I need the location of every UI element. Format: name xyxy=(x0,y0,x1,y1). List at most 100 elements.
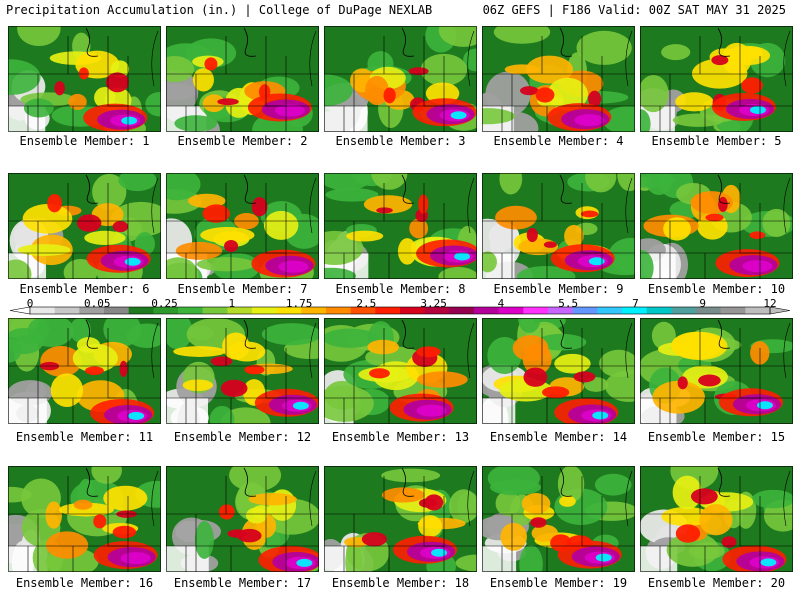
model-valid-time: 06Z GEFS | F186 Valid: 00Z SAT MAY 31 20… xyxy=(482,3,786,17)
colorbar-tick-label: 1.75 xyxy=(285,297,313,310)
colorbar-segment xyxy=(745,307,771,314)
precip-map xyxy=(324,318,477,424)
colorbar-segment xyxy=(449,307,475,314)
colorbar-segment xyxy=(498,307,524,314)
colorbar-segment xyxy=(696,307,721,314)
colorbar-segment xyxy=(424,307,450,314)
colorbar-segment xyxy=(474,307,499,314)
ensemble-panel-1 xyxy=(8,26,161,132)
precip-map xyxy=(482,173,635,279)
precip-map xyxy=(8,26,161,132)
ensemble-member-label: Ensemble Member: 1 xyxy=(19,134,150,148)
ensemble-panel-13 xyxy=(324,318,477,424)
ensemble-member-label: Ensemble Member: 18 xyxy=(331,576,470,590)
precip-map xyxy=(324,173,477,279)
ensemble-panel-12 xyxy=(166,318,319,424)
ensemble-member-label: Ensemble Member: 12 xyxy=(173,430,312,444)
ensemble-panel-11 xyxy=(8,318,161,424)
ensemble-member-label: Ensemble Member: 3 xyxy=(335,134,466,148)
ensemble-member-label: Ensemble Member: 11 xyxy=(15,430,154,444)
colorbar-segment xyxy=(400,307,425,314)
precip-map xyxy=(640,26,793,132)
colorbar-strip xyxy=(9,306,791,315)
colorbar-segment xyxy=(350,307,376,314)
colorbar-segment xyxy=(178,307,203,314)
precip-map xyxy=(482,318,635,424)
ensemble-panel-8 xyxy=(324,173,477,279)
ensemble-panel-17 xyxy=(166,466,319,572)
ensemble-panel-9 xyxy=(482,173,635,279)
precip-map xyxy=(482,26,635,132)
colorbar-tick-label: 4 xyxy=(497,297,505,310)
ensemble-member-label: Ensemble Member: 17 xyxy=(173,576,312,590)
precip-map xyxy=(640,173,793,279)
colorbar-segment xyxy=(375,307,401,314)
ensemble-member-label: Ensemble Member: 7 xyxy=(177,282,308,296)
colorbar-segment xyxy=(720,307,746,314)
precip-map xyxy=(640,466,793,572)
ensemble-panel-18 xyxy=(324,466,477,572)
ensemble-member-label: Ensemble Member: 8 xyxy=(335,282,466,296)
colorbar-segment xyxy=(54,307,80,314)
precip-map xyxy=(324,466,477,572)
colorbar-segment xyxy=(646,307,672,314)
ensemble-panel-16 xyxy=(8,466,161,572)
ensemble-panel-5 xyxy=(640,26,793,132)
ensemble-member-label: Ensemble Member: 5 xyxy=(651,134,782,148)
colorbar-tick-label: 5.5 xyxy=(558,297,579,310)
ensemble-panel-20 xyxy=(640,466,793,572)
colorbar-segment xyxy=(79,307,105,314)
ensemble-panel-2 xyxy=(166,26,319,132)
ensemble-member-label: Ensemble Member: 15 xyxy=(647,430,786,444)
ensemble-member-label: Ensemble Member: 16 xyxy=(15,576,154,590)
ensemble-panel-4 xyxy=(482,26,635,132)
colorbar-segment xyxy=(301,307,327,314)
precip-map xyxy=(8,466,161,572)
colorbar-segment xyxy=(326,307,351,314)
colorbar-segment xyxy=(252,307,277,314)
colorbar-tick-label: 0 xyxy=(26,297,34,310)
ensemble-member-label: Ensemble Member: 10 xyxy=(647,282,786,296)
ensemble-member-label: Ensemble Member: 9 xyxy=(493,282,624,296)
colorbar-tick-label: 12 xyxy=(763,297,777,310)
ensemble-panel-19 xyxy=(482,466,635,572)
colorbar-tick-label: 1 xyxy=(228,297,236,310)
colorbar-tick-label: 7 xyxy=(632,297,639,310)
colorbar-segment xyxy=(30,307,55,314)
colorbar-segment xyxy=(202,307,228,314)
precip-map xyxy=(640,318,793,424)
precip-map xyxy=(324,26,477,132)
ensemble-panel-3 xyxy=(324,26,477,132)
ensemble-member-label: Ensemble Member: 20 xyxy=(647,576,786,590)
precip-map xyxy=(166,26,319,132)
ensemble-panel-10 xyxy=(640,173,793,279)
colorbar-tick-label: 9 xyxy=(699,297,707,310)
colorbar-segment xyxy=(153,307,179,314)
colorbar-tick-label: 0.05 xyxy=(84,297,111,310)
map-title: Precipitation Accumulation (in.) | Colle… xyxy=(6,3,433,17)
colorbar-segment xyxy=(597,307,623,314)
colorbar-segment xyxy=(104,307,129,314)
ensemble-panel-14 xyxy=(482,318,635,424)
colorbar-segment xyxy=(548,307,573,314)
colorbar-tick-label: 3.25 xyxy=(420,297,447,310)
colorbar-tick-label: 0.25 xyxy=(151,297,178,310)
ensemble-member-label: Ensemble Member: 6 xyxy=(19,282,150,296)
precip-map xyxy=(166,466,319,572)
precip-map xyxy=(166,318,319,424)
ensemble-member-label: Ensemble Member: 4 xyxy=(493,134,624,148)
precip-map xyxy=(8,318,161,424)
colorbar-segment xyxy=(572,307,598,314)
ensemble-member-label: Ensemble Member: 14 xyxy=(489,430,628,444)
ensemble-panel-15 xyxy=(640,318,793,424)
colorbar-segment xyxy=(671,307,697,314)
precip-map xyxy=(166,173,319,279)
colorbar-segment xyxy=(276,307,302,314)
colorbar-segment xyxy=(523,307,549,314)
ensemble-panel-6 xyxy=(8,173,161,279)
colorbar-segment xyxy=(128,307,154,314)
colorbar-segment xyxy=(622,307,647,314)
colorbar-segment xyxy=(227,307,253,314)
colorbar-tick-label: 2.5 xyxy=(356,297,377,310)
ensemble-panel-7 xyxy=(166,173,319,279)
